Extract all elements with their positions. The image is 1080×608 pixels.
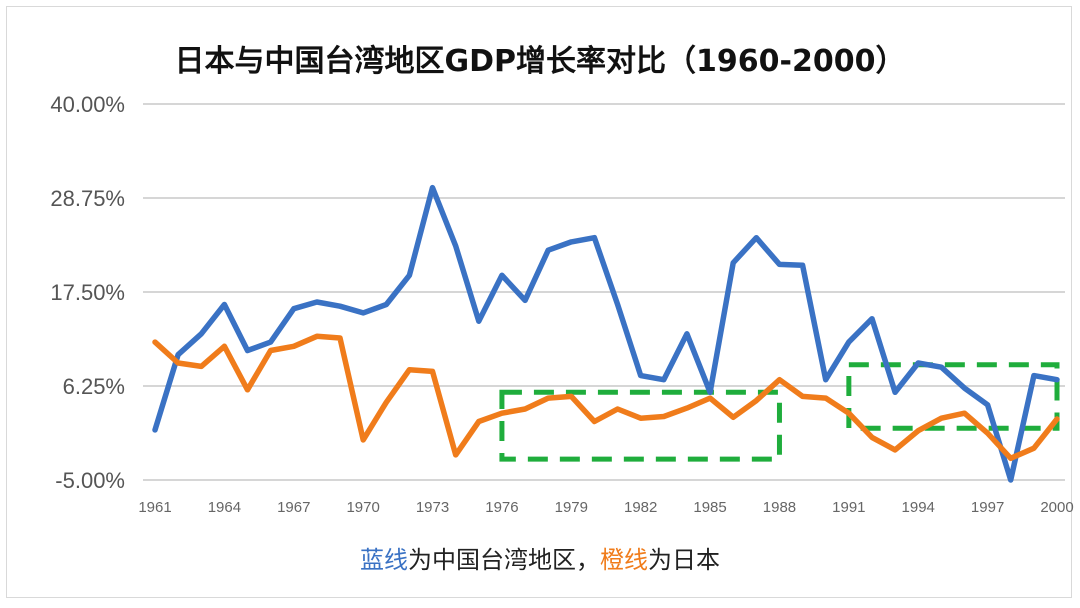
x-tick-label: 2000	[1040, 499, 1073, 516]
x-axis-ticks: 1961 1964 1967 1970 1973 1976 1979 1982 1985 1988…	[138, 499, 1073, 516]
legend-caption: 蓝线为中国台湾地区，橙线为日本	[0, 540, 1080, 575]
legend-orange-label: 橙线	[600, 546, 648, 574]
x-tick-label: 1970	[346, 499, 379, 516]
y-axis-ticks: 40.00% 28.75% 17.50% 6.25% -5.00%	[50, 92, 125, 493]
y-tick-label: 17.50%	[50, 280, 125, 305]
x-tick-label: 1991	[832, 499, 865, 516]
x-tick-label: 1961	[138, 499, 171, 516]
x-tick-label: 1994	[902, 499, 935, 516]
series-lines	[152, 184, 1060, 483]
x-tick-label: 1988	[763, 499, 796, 516]
series-line-taiwan	[152, 184, 1060, 483]
legend-blue-desc: 为中国台湾地区，	[408, 546, 600, 574]
chart-frame	[6, 6, 1072, 598]
y-tick-label: 28.75%	[50, 186, 125, 211]
x-tick-label: 1997	[971, 499, 1004, 516]
x-tick-label: 1973	[416, 499, 449, 516]
x-tick-label: 1985	[693, 499, 726, 516]
gridlines	[143, 103, 1065, 481]
y-tick-label: -5.00%	[55, 468, 125, 493]
legend-orange-desc: 为日本	[648, 546, 720, 574]
series-line-japan	[152, 333, 1060, 462]
y-tick-label: 40.00%	[50, 92, 125, 117]
x-tick-label: 1967	[277, 499, 310, 516]
legend-blue-label: 蓝线	[360, 546, 408, 574]
chart-title: 日本与中国台湾地区GDP增长率对比（1960-2000）	[174, 44, 906, 79]
dashed-highlight-box	[499, 389, 782, 462]
dashed-highlight-box	[846, 362, 1060, 431]
x-tick-label: 1979	[555, 499, 588, 516]
x-tick-label: 1976	[485, 499, 518, 516]
annotations	[499, 362, 1060, 462]
x-tick-label: 1982	[624, 499, 657, 516]
x-tick-label: 1964	[208, 499, 241, 516]
y-tick-label: 6.25%	[63, 374, 125, 399]
